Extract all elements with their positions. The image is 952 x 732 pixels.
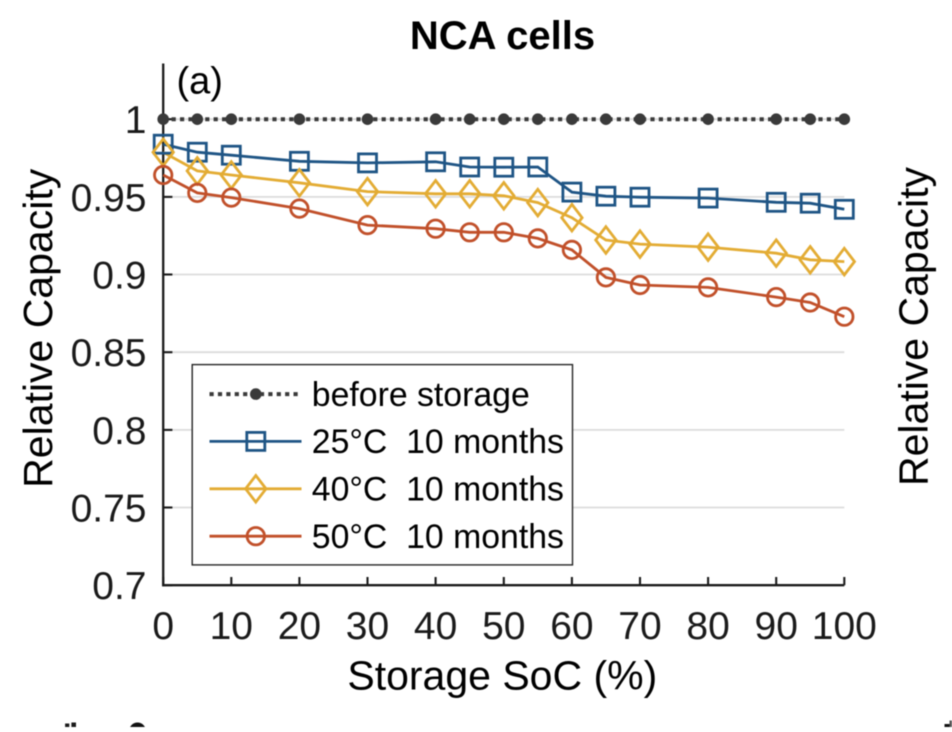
svg-text:80: 80 — [686, 605, 729, 648]
svg-text:20: 20 — [278, 605, 321, 648]
svg-text:0.9: 0.9 — [92, 255, 146, 298]
svg-text:Relative Capacity: Relative Capacity — [15, 168, 61, 488]
svg-text:1: 1 — [125, 99, 147, 142]
svg-text:0.7: 0.7 — [92, 565, 146, 608]
svg-text:Storage SoC (%): Storage SoC (%) — [347, 653, 657, 699]
svg-text:0.8: 0.8 — [92, 410, 146, 453]
svg-text:0.95: 0.95 — [71, 177, 147, 220]
svg-text:60: 60 — [550, 605, 593, 648]
svg-text:70: 70 — [618, 605, 661, 648]
svg-text:40: 40 — [414, 605, 457, 648]
svg-text:30: 30 — [346, 605, 389, 648]
svg-text:40°C 10 months: 40°C 10 months — [312, 471, 564, 509]
svg-text:0.75: 0.75 — [71, 488, 147, 531]
svg-text:90: 90 — [755, 605, 798, 648]
svg-text:10: 10 — [210, 605, 253, 648]
svg-text:25°C 10 months: 25°C 10 months — [312, 423, 564, 461]
svg-text:100: 100 — [812, 605, 877, 648]
svg-text:(a): (a) — [177, 61, 223, 103]
svg-text:50°C 10 months: 50°C 10 months — [312, 518, 564, 556]
svg-text:50: 50 — [482, 605, 525, 648]
svg-text:before storage: before storage — [312, 376, 530, 414]
svg-text:0: 0 — [152, 605, 174, 648]
svg-text:Relative Capacity: Relative Capacity — [891, 166, 937, 486]
svg-text:NCA cells: NCA cells — [410, 14, 595, 58]
svg-text:0.85: 0.85 — [71, 332, 147, 375]
